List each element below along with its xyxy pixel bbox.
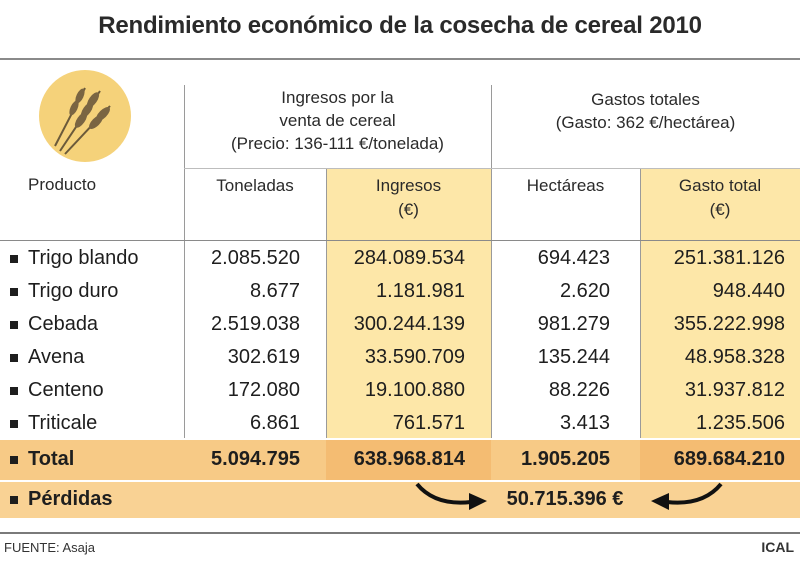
bullet-icon (10, 419, 18, 428)
product-label: Cebada (28, 313, 99, 335)
product-label: Trigo blando (28, 247, 139, 269)
credit-label: ICAL (761, 539, 794, 555)
total-ingresos: 638.968.814 (353, 448, 465, 470)
header-line: Ingresos por la (281, 88, 394, 107)
bullet-icon (10, 455, 18, 464)
product-label: Triticale (28, 412, 98, 434)
hectareas-cell: 981.279 (537, 313, 610, 335)
grid-line (184, 85, 185, 438)
header-line: (€) (398, 200, 419, 219)
header-line: Gasto total (678, 176, 762, 195)
product-label: Avena (28, 346, 85, 368)
grid-line (491, 85, 492, 438)
product-name: Trigo blando (10, 247, 138, 270)
gasto-total-cell: 948.440 (712, 280, 785, 302)
bullet-icon (10, 386, 18, 395)
bullet-icon (10, 320, 18, 329)
toneladas-header: Toneladas (216, 176, 294, 195)
arrow-right-icon (415, 482, 487, 510)
product-name: Trigo duro (10, 280, 118, 303)
bullet-icon (10, 495, 18, 504)
total-ingresos-highlight (326, 440, 491, 480)
gasto-total-header: Gasto total (€) (640, 174, 800, 222)
title-divider (0, 58, 800, 60)
ingresos-cell: 284.089.534 (353, 247, 465, 269)
total-label-text: Total (28, 448, 75, 470)
gasto-total-cell: 355.222.998 (673, 313, 785, 335)
table-row: Trigo blando 2.085.520 284.089.534 694.4… (0, 243, 800, 276)
gasto-total-cell: 31.937.812 (684, 379, 785, 401)
gastos-group-header: Gastos totales (Gasto: 362 €/hectárea) (491, 88, 800, 134)
total-row: Total 5.094.795 638.968.814 1.905.205 68… (0, 440, 800, 473)
footer-divider (0, 532, 800, 534)
total-toneladas: 5.094.795 (211, 448, 300, 470)
ingresos-header: Ingresos (€) (326, 174, 491, 222)
producto-header: Producto (28, 175, 97, 194)
toneladas-cell: 172.080 (227, 379, 300, 401)
header-line: (Precio: 136-111 €/tonelada) (231, 134, 444, 153)
header-line: (Gasto: 362 €/hectárea) (555, 113, 736, 132)
grid-line (326, 168, 327, 438)
product-name: Triticale (10, 412, 97, 435)
hectareas-cell: 694.423 (537, 247, 610, 269)
bullet-icon (10, 287, 18, 296)
header-line: Ingresos (375, 176, 442, 195)
toneladas-cell: 302.619 (227, 346, 300, 368)
grid-line (640, 168, 641, 438)
perdidas-value: 50.715.396 € (506, 488, 624, 510)
header-line: (€) (709, 200, 731, 219)
product-name: Cebada (10, 313, 98, 336)
hectareas-cell: 135.244 (537, 346, 610, 368)
hectareas-cell: 88.226 (548, 379, 610, 401)
table-row: Cebada 2.519.038 300.244.139 981.279 355… (0, 309, 800, 342)
toneladas-cell: 6.861 (249, 412, 300, 434)
hectareas-cell: 3.413 (559, 412, 610, 434)
ingresos-group-header: Ingresos por la venta de cereal (Precio:… (184, 86, 491, 155)
product-label: Trigo duro (28, 280, 119, 302)
product-label: Centeno (28, 379, 104, 401)
ingresos-cell: 1.181.981 (376, 280, 465, 302)
header-line: venta de cereal (279, 111, 396, 130)
ingresos-cell: 19.100.880 (364, 379, 465, 401)
total-label: Total (10, 448, 74, 471)
page-title: Rendimiento económico de la cosecha de c… (98, 12, 702, 39)
toneladas-cell: 2.085.520 (211, 247, 300, 269)
bullet-icon (10, 353, 18, 362)
ingresos-cell: 761.571 (392, 412, 465, 434)
gasto-total-cell: 251.381.126 (673, 247, 785, 269)
bullet-icon (10, 254, 18, 263)
total-hectareas: 1.905.205 (521, 448, 610, 470)
wheat-icon (39, 70, 131, 162)
arrow-left-icon (651, 482, 723, 510)
grid-line (0, 240, 800, 241)
total-gasto-highlight (640, 440, 800, 480)
grid-line (184, 168, 800, 169)
table-row: Centeno 172.080 19.100.880 88.226 31.937… (0, 375, 800, 408)
ingresos-cell: 33.590.709 (364, 346, 465, 368)
product-name: Avena (10, 346, 84, 369)
ingresos-column-highlight (326, 168, 491, 438)
total-band (0, 440, 800, 480)
toneladas-cell: 8.677 (249, 280, 300, 302)
table-row: Trigo duro 8.677 1.181.981 2.620 948.440 (0, 276, 800, 309)
ingresos-cell: 300.244.139 (353, 313, 465, 335)
table-row: Avena 302.619 33.590.709 135.244 48.958.… (0, 342, 800, 375)
table-row: Triticale 6.861 761.571 3.413 1.235.506 (0, 408, 800, 441)
gasto-column-highlight (640, 168, 800, 438)
source-note: FUENTE: Asaja (4, 540, 96, 555)
toneladas-cell: 2.519.038 (211, 313, 300, 335)
perdidas-label-text: Pérdidas (28, 488, 113, 510)
product-name: Centeno (10, 379, 104, 402)
gasto-total-cell: 1.235.506 (696, 412, 785, 434)
gasto-total-cell: 48.958.328 (684, 346, 785, 368)
hectareas-cell: 2.620 (559, 280, 610, 302)
total-gasto: 689.684.210 (673, 448, 785, 470)
hectareas-header: Hectáreas (526, 176, 605, 195)
perdidas-label: Pérdidas (10, 488, 112, 511)
header-line: Gastos totales (591, 90, 700, 109)
